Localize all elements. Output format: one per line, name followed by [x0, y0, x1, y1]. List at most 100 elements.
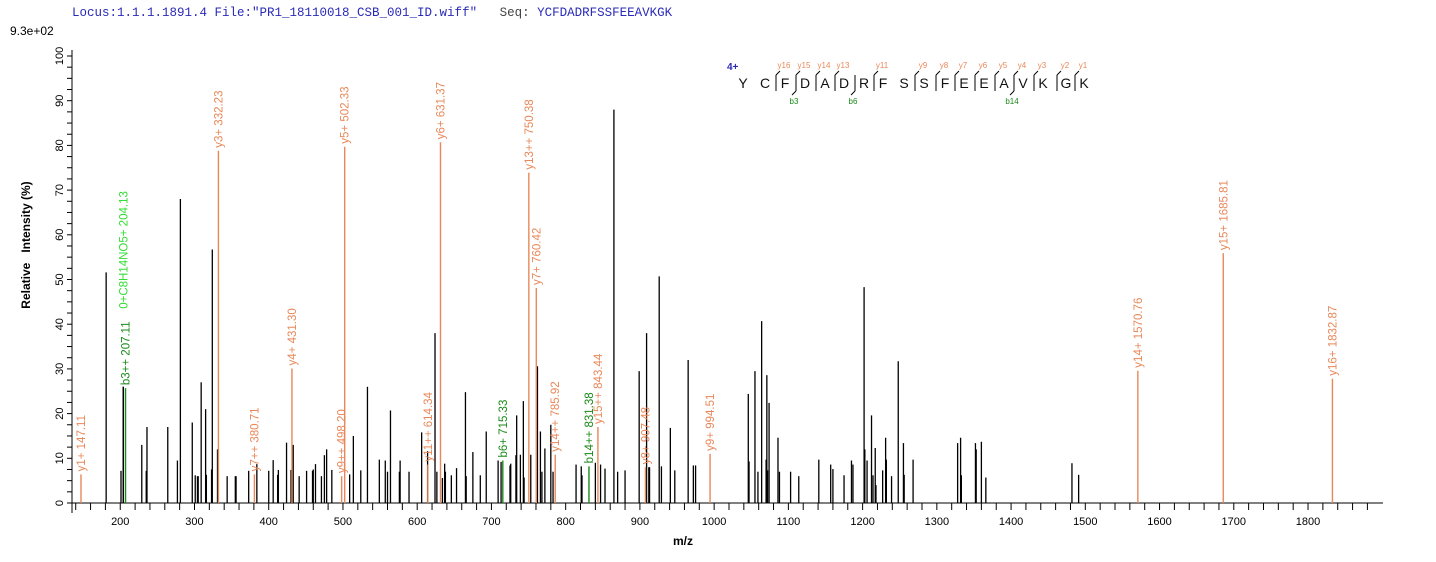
x-tick-label: 900 — [631, 516, 649, 528]
residue: Y — [738, 75, 748, 91]
y-axis-label: Relative Intensity (%) — [19, 181, 33, 308]
peak-label: y1+ 147.11 — [76, 415, 88, 471]
max-intensity-label: 9.3e+02 — [10, 24, 54, 38]
residue: D — [839, 75, 849, 91]
y-ion-hook — [1074, 70, 1080, 76]
seq-label: Seq: — [499, 6, 530, 20]
y-ion-label: y3 — [1038, 61, 1047, 70]
b-ion-label: b3 — [790, 97, 799, 106]
y-ion-hook — [914, 70, 920, 76]
b-ion-label: b6 — [849, 97, 858, 106]
x-tick-label: 600 — [408, 516, 426, 528]
peak-label: y11++ 614.34 — [423, 391, 435, 461]
peak-label: y15++ 843.44 — [593, 353, 605, 424]
y-tick-label: 60 — [54, 229, 66, 241]
y-ion-label: y1 — [1079, 61, 1088, 70]
peak-label: y7+ 760.42 — [531, 228, 543, 285]
residue: C — [760, 75, 770, 91]
y-ion-label: y11 — [876, 61, 889, 70]
y-tick-label: 50 — [54, 273, 66, 285]
residue: A — [820, 75, 830, 91]
residue: S — [919, 75, 928, 91]
peak-label: b6+ 715.33 — [498, 400, 510, 458]
sequence-text: YCFDADRFSSFEEAVKGK — [537, 6, 673, 20]
x-tick-label: 400 — [260, 516, 278, 528]
residue: F — [879, 75, 888, 91]
peak-label: y14++ 785.92 — [550, 381, 562, 451]
y-ion-hook — [1033, 70, 1039, 76]
y-tick-label: 40 — [54, 318, 66, 330]
peak-label: y7++ 380.71 — [249, 407, 261, 471]
x-tick-label: 200 — [111, 516, 129, 528]
y-ion-label: y4 — [1018, 61, 1027, 70]
peak-label: b3++ 207.11 — [121, 321, 133, 385]
y-ion-hook — [974, 70, 980, 76]
x-tick-label: 700 — [482, 516, 500, 528]
residue: K — [1079, 75, 1089, 91]
y-tick-label: 30 — [54, 363, 66, 375]
b-ion-label: b14 — [1005, 97, 1019, 106]
y-ion-label: y9 — [919, 61, 928, 70]
y-ion-hook — [834, 70, 840, 76]
x-tick-label: 1400 — [999, 516, 1023, 528]
y-ion-hook — [994, 70, 1000, 76]
peak-label: b14++ 831.38 — [584, 392, 596, 463]
residue: S — [899, 75, 908, 91]
b-ion-hook — [791, 90, 797, 96]
residue: F — [941, 75, 950, 91]
peak-label: y6+ 631.37 — [435, 82, 447, 139]
y-ion-hook — [1056, 70, 1062, 76]
y-ion-hook — [954, 70, 960, 76]
x-tick-label: 1800 — [1296, 516, 1320, 528]
y-tick-label: 10 — [54, 452, 66, 464]
x-tick-label: 1100 — [777, 516, 801, 528]
y-tick-label: 90 — [54, 95, 66, 107]
peak-label: y15+ 1685.81 — [1218, 180, 1230, 250]
locus-file-text: Locus:1.1.1.1891.4 File:"PR1_18110018_CS… — [72, 6, 478, 20]
y-ion-hook — [1013, 70, 1019, 76]
x-tick-label: 1600 — [1147, 516, 1171, 528]
axes: 200 300 400 500 600 700 800 900 1000 1100 1200 1300… — [54, 47, 1383, 528]
peak-label: y5+ 502.33 — [340, 87, 352, 144]
residue: K — [1038, 75, 1048, 91]
residue: E — [959, 75, 968, 91]
x-tick-label: 1500 — [1073, 516, 1097, 528]
residue: F — [781, 75, 790, 91]
y-ion-label: y13 — [837, 61, 850, 70]
y-tick-label: 80 — [54, 139, 66, 151]
x-tick-label: 1200 — [850, 516, 874, 528]
annotations: y1+ 147.11 0+C8H14NO5+ 204.13 b3++ 207.11 y… — [76, 82, 1339, 503]
peak-label: y16+ 1832.87 — [1327, 306, 1339, 376]
y-ion-label: y6 — [979, 61, 988, 70]
y-ion-label: y7 — [959, 61, 968, 70]
residue: R — [859, 75, 869, 91]
y-ion-hook — [935, 70, 941, 76]
y-ion-hook — [795, 70, 801, 76]
y-ion-label: y14 — [818, 61, 831, 70]
y-tick-label: 100 — [54, 47, 66, 65]
peak-label: y9++ 498.20 — [337, 409, 349, 473]
y-ion-label: y15 — [798, 61, 811, 70]
x-tick-label: 500 — [334, 516, 352, 528]
x-tick-label: 1000 — [702, 516, 726, 528]
y-ion-hook — [815, 70, 821, 76]
peak-label: y8+ 907.48 — [640, 407, 652, 464]
residue: D — [800, 75, 810, 91]
x-tick-label: 300 — [185, 516, 203, 528]
peak-label: y13++ 750.38 — [524, 99, 536, 169]
y-tick-label: 0 — [54, 500, 66, 506]
peak-label: y9+ 994.51 — [705, 394, 717, 451]
b-ion-hook — [1009, 90, 1015, 96]
peak-label: y14+ 1570.76 — [1133, 298, 1145, 368]
y-ion-label: y16 — [778, 61, 791, 70]
peak-label: y4+ 431.30 — [287, 308, 299, 365]
y-ion-label: y8 — [940, 61, 949, 70]
x-tick-label: 1300 — [925, 516, 949, 528]
y-ion-hook — [873, 70, 879, 76]
residue: A — [999, 75, 1009, 91]
x-tick-label: 800 — [556, 516, 574, 528]
residue: G — [1061, 75, 1072, 91]
spectrum-header: Locus:1.1.1.1891.4 File:"PR1_18110018_CS… — [72, 6, 672, 20]
residue: V — [1018, 75, 1028, 91]
